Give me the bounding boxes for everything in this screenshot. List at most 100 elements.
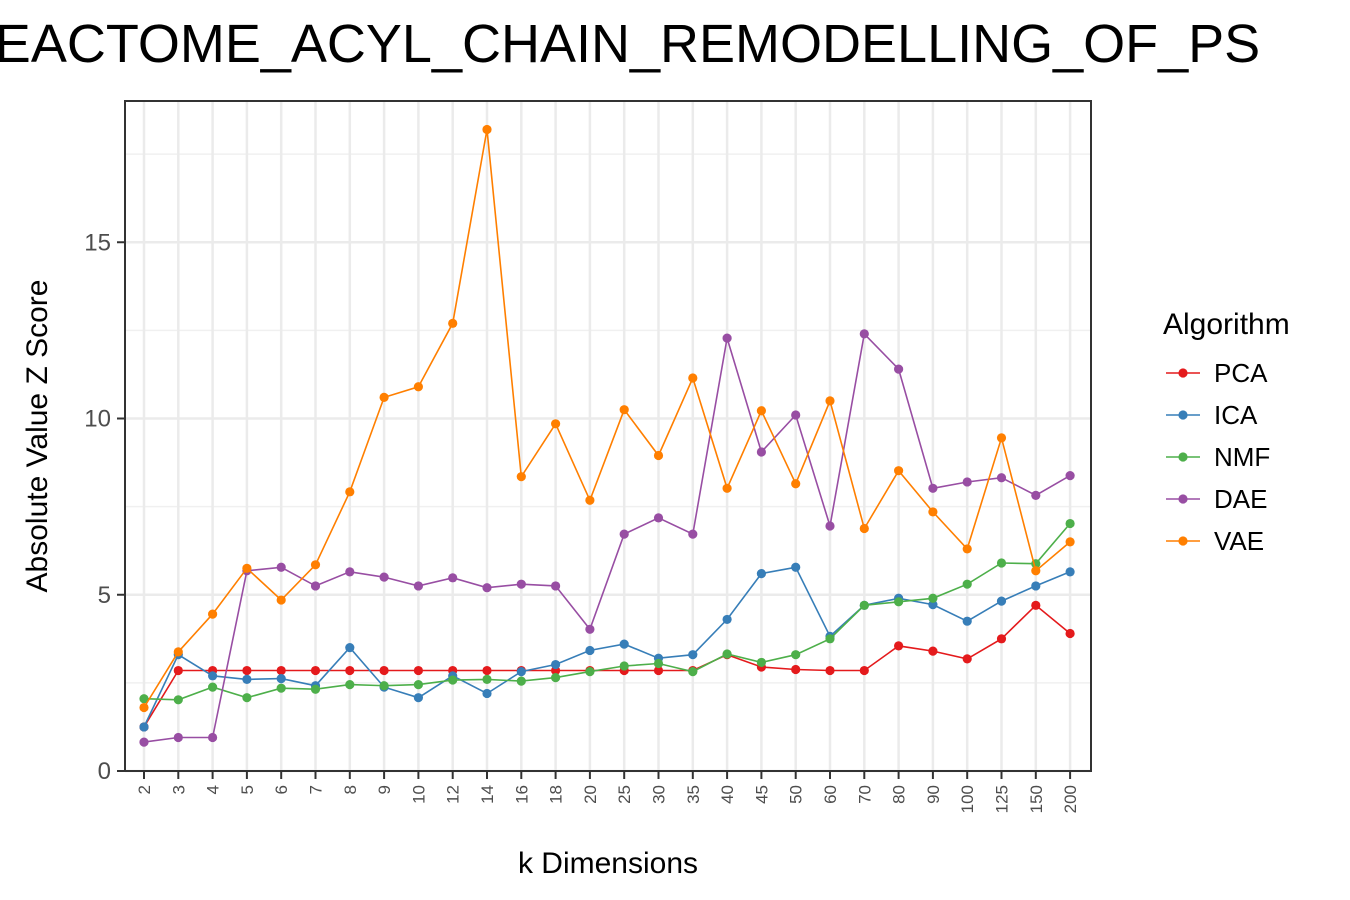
x-tick-label: 30: [650, 785, 669, 804]
data-point-ica: [1031, 581, 1041, 591]
x-tick-label: 2: [135, 785, 154, 794]
legend-key-point: [1178, 452, 1188, 462]
data-point-vae: [242, 563, 252, 573]
data-point-nmf: [173, 695, 183, 705]
x-tick-label: 10: [409, 785, 428, 804]
data-point-pca: [242, 665, 252, 676]
y-axis-title: Absolute Value Z Score: [21, 280, 54, 593]
x-tick-label: 50: [787, 785, 806, 804]
data-point-ica: [928, 600, 938, 610]
series-vae: [139, 124, 1075, 713]
data-point-vae: [310, 560, 321, 570]
data-point-nmf: [619, 661, 629, 671]
data-point-pca: [310, 665, 321, 676]
data-point-dae: [208, 732, 218, 743]
data-point-dae: [482, 583, 492, 593]
data-point-dae: [276, 562, 286, 572]
data-point-nmf: [276, 683, 286, 693]
data-point-ica: [688, 650, 698, 660]
x-tick-label: 20: [581, 785, 600, 804]
x-tick-label: 5: [238, 785, 257, 794]
x-tick-label: 14: [478, 785, 497, 804]
data-point-nmf: [791, 650, 801, 660]
series-line-ica: [143, 566, 1071, 728]
data-point-vae: [962, 544, 972, 554]
data-point-nmf: [482, 674, 492, 684]
data-point-ica: [208, 671, 218, 681]
y-tick-label: 15: [84, 229, 111, 256]
data-point-nmf: [413, 680, 423, 690]
data-point-dae: [653, 513, 664, 523]
data-point-pca: [345, 665, 355, 676]
data-point-nmf: [516, 676, 526, 686]
data-point-dae: [894, 364, 904, 374]
x-tick-label: 25: [615, 785, 634, 804]
x-tick-label: 200: [1061, 785, 1080, 813]
data-point-dae: [688, 529, 698, 539]
data-point-pca: [276, 665, 286, 676]
data-point-vae: [482, 124, 492, 135]
data-point-nmf: [345, 680, 355, 690]
data-point-pca: [482, 665, 492, 676]
data-point-dae: [928, 483, 938, 493]
series-line-pca: [143, 604, 1071, 728]
data-point-nmf: [379, 681, 389, 691]
x-tick-label: 80: [890, 785, 909, 804]
data-point-nmf: [310, 684, 321, 694]
x-tick-label: 45: [752, 785, 771, 804]
data-point-nmf: [962, 579, 972, 589]
data-point-nmf: [139, 694, 149, 704]
data-point-dae: [516, 579, 526, 589]
y-tick-label: 10: [84, 406, 111, 433]
data-point-dae: [1065, 471, 1075, 481]
data-point-dae: [585, 624, 595, 634]
data-point-nmf: [859, 600, 869, 610]
x-tick-label: 12: [444, 785, 463, 804]
plot-panel-border: [124, 100, 1092, 772]
series-lines: [139, 124, 1075, 747]
legend: Algorithm PCA ICA NMF DAE VAE: [1163, 308, 1290, 556]
data-point-ica: [756, 569, 767, 579]
data-point-dae: [1031, 490, 1041, 500]
data-point-ica: [139, 722, 149, 732]
data-point-dae: [859, 329, 869, 339]
data-point-vae: [139, 702, 149, 713]
data-point-pca: [413, 665, 423, 676]
data-point-pca: [1031, 600, 1041, 610]
data-point-vae: [208, 609, 218, 619]
x-tick-label: 60: [821, 785, 840, 804]
y-tick-label: 5: [98, 582, 111, 609]
data-point-pca: [928, 646, 938, 656]
data-point-vae: [1031, 566, 1041, 576]
data-point-nmf: [208, 682, 218, 692]
data-point-ica: [551, 659, 561, 670]
legend-label: NMF: [1214, 442, 1270, 472]
data-point-vae: [1065, 537, 1075, 547]
data-point-nmf: [996, 558, 1007, 568]
data-point-vae: [551, 419, 561, 429]
series-line-vae: [143, 129, 1071, 708]
data-point-dae: [139, 737, 149, 747]
data-point-nmf: [894, 597, 904, 607]
x-tick-label: 6: [272, 785, 291, 794]
legend-item-pca: PCA: [1166, 358, 1268, 388]
x-axis-title: k Dimensions: [518, 847, 698, 880]
data-point-nmf: [585, 666, 595, 677]
data-point-ica: [962, 616, 972, 626]
data-point-vae: [859, 523, 869, 534]
data-point-pca: [653, 665, 664, 676]
x-tick-label: 3: [169, 785, 188, 794]
data-point-dae: [962, 477, 972, 487]
legend-label: VAE: [1214, 526, 1264, 556]
data-point-vae: [619, 405, 629, 415]
data-point-nmf: [242, 693, 252, 703]
data-point-dae: [310, 581, 321, 591]
y-tick-label: 0: [98, 758, 111, 785]
data-point-vae: [585, 495, 595, 505]
data-point-vae: [928, 507, 938, 517]
data-point-ica: [242, 674, 252, 684]
x-tick-label: 9: [375, 785, 394, 794]
data-point-nmf: [448, 675, 458, 685]
data-point-pca: [1065, 628, 1075, 639]
legend-key-point: [1178, 410, 1188, 420]
